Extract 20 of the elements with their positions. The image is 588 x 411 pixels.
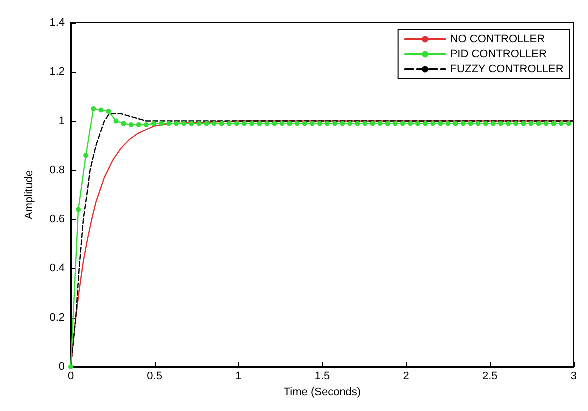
- legend-label: PID CONTROLLER: [450, 48, 547, 60]
- y-tick-label: 1: [58, 115, 65, 128]
- x-axis-title: Time (Seconds): [284, 386, 362, 398]
- x-tick-label: 2: [403, 370, 410, 382]
- y-tick-label: 0.8: [50, 164, 65, 176]
- x-tick-label: 1: [236, 370, 242, 382]
- x-tick-label: 0.5: [147, 370, 162, 382]
- y-tick-label: 0.2: [50, 312, 65, 324]
- x-tick-label: 3: [570, 370, 578, 382]
- y-tick-label: 0.4: [50, 262, 65, 275]
- legend-label: NO CONTROLLER: [450, 34, 546, 46]
- x-tick-label: 0: [68, 370, 74, 382]
- y-tick-label: 0: [58, 361, 65, 373]
- y-tick-label: 1.4: [50, 17, 65, 29]
- y-tick-label: 0.6: [50, 214, 65, 226]
- y-axis-title: Amplitude: [24, 170, 36, 220]
- y-tick-label: 1.2: [50, 66, 65, 78]
- x-tick-label: 2.5: [482, 370, 498, 382]
- legend-label: FUZZY CONTROLLER: [450, 64, 564, 76]
- x-tick-label: 1.5: [314, 370, 330, 382]
